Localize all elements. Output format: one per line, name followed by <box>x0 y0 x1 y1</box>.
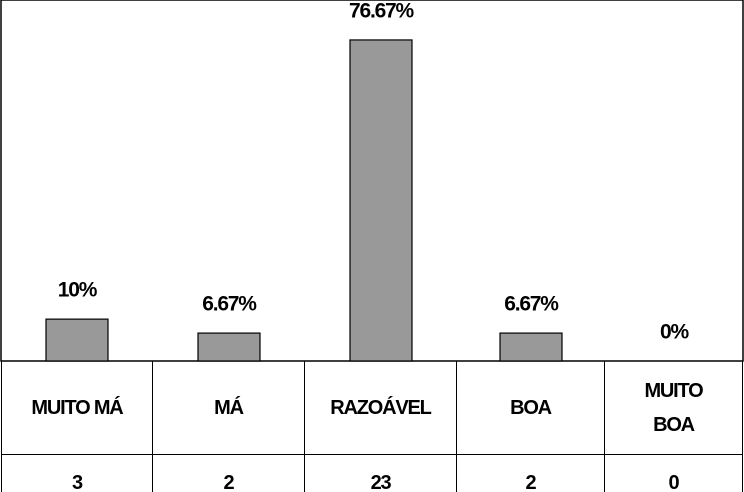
count: 2 <box>525 472 537 492</box>
bar <box>349 39 413 362</box>
count: 23 <box>370 472 392 492</box>
category-label: MUITO BOA <box>644 379 703 436</box>
bar <box>197 332 261 362</box>
bar <box>45 318 109 362</box>
count-cell: 2 <box>153 455 305 492</box>
count-cell: 3 <box>1 455 153 492</box>
category-label: MUITO MÁ <box>31 396 123 419</box>
category-label-cell: MÁ <box>153 361 305 455</box>
category-label-cell: BOA <box>457 361 605 455</box>
data-label: 10% <box>58 279 98 302</box>
data-label: 0% <box>660 321 689 344</box>
category-label-cell: MUITO MÁ <box>1 361 153 455</box>
count-cell: 0 <box>605 455 743 492</box>
bar <box>499 332 563 362</box>
data-label: 76.67% <box>349 0 415 22</box>
category-label: BOA <box>510 396 552 419</box>
category-label-cell: RAZOÁVEL <box>305 361 457 455</box>
count: 0 <box>668 472 680 492</box>
count-cell: 2 <box>457 455 605 492</box>
count: 3 <box>72 472 83 492</box>
data-label: 6.67% <box>202 293 257 316</box>
count: 2 <box>223 472 235 492</box>
category-label-cell: MUITO BOA <box>605 361 743 455</box>
category-label: RAZOÁVEL <box>330 396 432 419</box>
count-cell: 23 <box>305 455 457 492</box>
data-label: 6.67% <box>504 293 559 316</box>
category-label: MÁ <box>214 396 244 419</box>
